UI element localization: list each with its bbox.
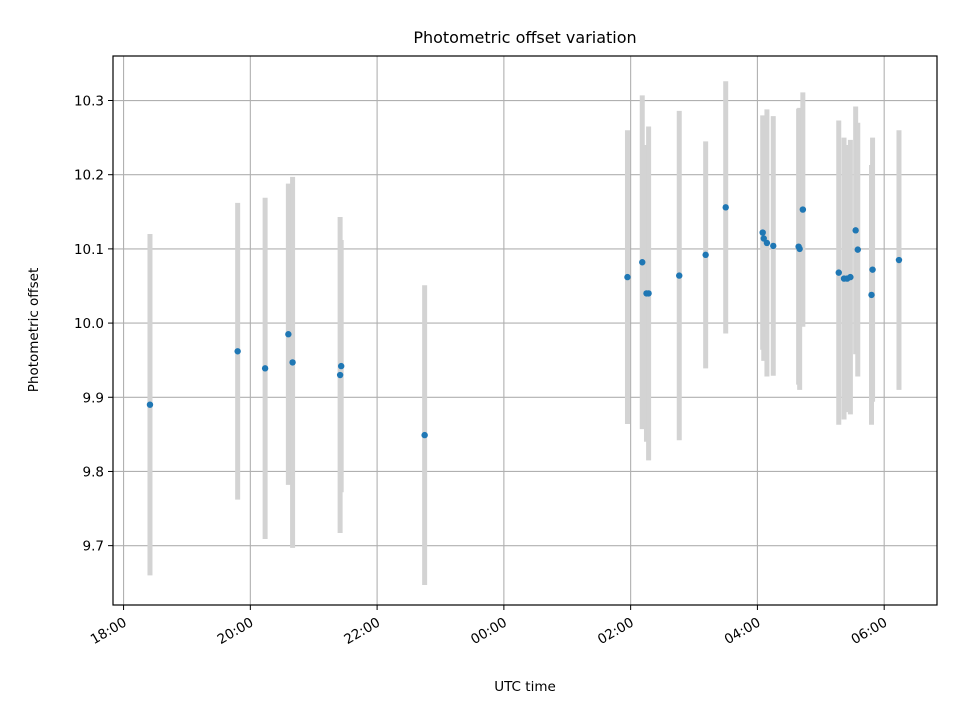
data-point [759, 229, 766, 236]
data-point [676, 272, 683, 279]
y-axis-label: Photometric offset [26, 268, 42, 392]
data-point [799, 206, 807, 213]
data-point [770, 242, 777, 250]
data-point [285, 331, 292, 338]
x-axis-label: UTC time [494, 679, 556, 695]
data-point [868, 291, 875, 299]
data-point [639, 259, 646, 266]
data-point [895, 256, 903, 264]
data-point [234, 348, 241, 355]
data-point [847, 273, 854, 281]
data-point [261, 365, 269, 372]
data-point [337, 362, 345, 370]
data-point [854, 246, 861, 253]
y-tick-label: 10.2 [74, 168, 104, 184]
data-point [796, 245, 803, 253]
data-point [289, 359, 296, 366]
data-point [835, 269, 842, 276]
chart-title: Photometric offset variation [413, 28, 636, 47]
y-axis-ticks: 9.7 9.8 9.9 10.0 10.1 10.2 10.3 [74, 94, 113, 555]
data-point [722, 204, 729, 211]
y-tick-label: 9.9 [83, 390, 104, 406]
data-point [336, 371, 344, 379]
data-point [421, 431, 428, 439]
data-point [763, 239, 771, 247]
plot-area-frame [112, 55, 938, 606]
y-tick-label: 9.8 [83, 464, 104, 480]
data-point [852, 227, 859, 234]
data-point [624, 273, 631, 281]
data-point [645, 290, 652, 297]
y-tick-label: 10.3 [74, 94, 104, 110]
data-points [146, 204, 903, 439]
y-tick-label: 10.0 [74, 316, 104, 332]
data-point [869, 266, 876, 273]
y-tick-label: 9.7 [83, 539, 104, 555]
data-point [760, 235, 767, 242]
data-point [702, 251, 709, 259]
y-tick-label: 10.1 [74, 242, 104, 258]
data-point [146, 401, 154, 408]
